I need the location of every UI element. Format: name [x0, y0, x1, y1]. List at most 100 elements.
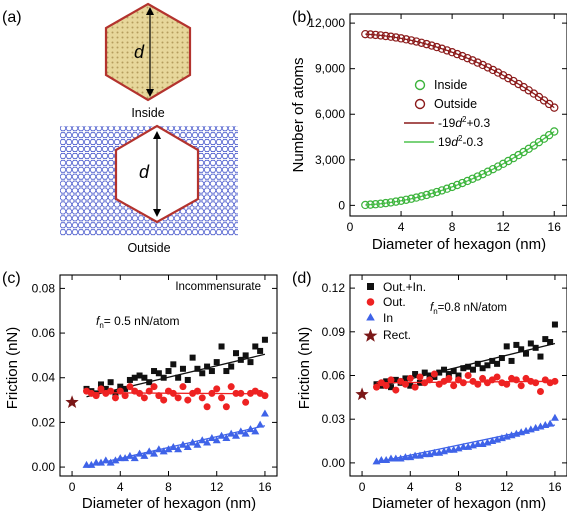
outside-d-label: d	[139, 162, 150, 182]
panel-c-ytick-label: 0.02	[32, 415, 56, 429]
panel-b-ytick-label: 6,000	[315, 107, 345, 121]
legend-inside-label: Inside	[434, 78, 467, 92]
panel-c-out-point	[208, 389, 216, 397]
outside-point	[396, 34, 406, 43]
panel-d-xtick-label: 16	[548, 480, 562, 494]
inside-point	[473, 172, 482, 181]
panel-c-out-point	[179, 383, 187, 391]
panel-c-ytick-label: 0.08	[32, 281, 56, 295]
panel-c-outin-point	[261, 336, 268, 343]
panel-c-outin-point	[252, 343, 259, 350]
panel-d-outin-point	[498, 355, 505, 362]
panel-c-in-point	[183, 442, 192, 450]
outside-point	[447, 48, 457, 57]
panel-c-outin-point	[102, 385, 109, 392]
panel-d-outin-point	[426, 372, 433, 379]
outside-point	[458, 51, 467, 61]
panel-c-out-point	[126, 383, 134, 391]
panel-d-out-point	[512, 376, 520, 384]
inside-point	[386, 198, 396, 207]
panel-c-out-point	[242, 398, 250, 406]
inside-point	[493, 162, 503, 171]
outside-point	[432, 42, 441, 52]
panel-a: (a) d Inside d Outside	[2, 2, 238, 255]
legend-outin-label: Out.+In.	[383, 280, 426, 294]
panel-c-in-point	[101, 456, 110, 464]
inside-hexagon: d	[104, 2, 192, 102]
inside-point	[458, 178, 467, 188]
outside-fit-line	[365, 33, 555, 109]
panel-c-outin-point	[146, 379, 153, 386]
panel-b-xtick-label: 8	[449, 220, 456, 234]
panel-c-outin-point	[107, 379, 114, 386]
panel-c-in-point	[154, 445, 163, 453]
panel-c-xtick-label: 12	[210, 480, 224, 494]
panel-c-outin-point	[141, 374, 148, 381]
legend-rect-label: Rect.	[383, 328, 411, 342]
panel-c-in-point	[111, 456, 120, 464]
panel-d-outin-point	[392, 376, 399, 383]
panel-d-outin-point	[465, 363, 472, 370]
panel-d-ytick-label: 0.09	[322, 325, 346, 339]
panel-d-out-point	[445, 374, 453, 382]
legend-outside-label: Outside	[434, 97, 477, 111]
outside-point	[488, 65, 498, 75]
panel-d-outin-point	[469, 366, 476, 373]
panel-c-in-point	[106, 458, 115, 466]
panel-b-xtick-label: 4	[398, 220, 405, 234]
inside-point	[453, 180, 462, 190]
panel-c-outin-point	[184, 376, 191, 383]
panel-c-out-point	[169, 389, 177, 397]
outside-point	[386, 32, 396, 41]
panel-c-in-point	[174, 445, 183, 453]
outside-point	[493, 68, 503, 77]
panel-d-xtick-label: 0	[359, 480, 366, 494]
panel-c-in-point	[125, 451, 134, 459]
panel-d-outin-point	[503, 343, 510, 350]
panel-c-out-point	[218, 394, 226, 402]
inside-point	[361, 200, 370, 210]
panel-d-out-point	[474, 380, 482, 388]
panel-c-outin-point	[204, 363, 211, 370]
panel-c-in-point	[198, 436, 207, 444]
panel-b-ytick-label: 0	[338, 198, 345, 212]
panel-c-in-point	[178, 440, 187, 448]
panel-b: (b) 0 4 8 12 16 0 3,000 6,000 9,000 12,000 Number…	[290, 9, 567, 253]
panel-d-outin-point	[383, 378, 390, 385]
inside-point	[371, 200, 380, 209]
panel-c-in-point	[96, 458, 105, 466]
inside-point	[391, 197, 401, 206]
inside-label: Inside	[131, 106, 164, 120]
panel-b-plot-frame	[349, 13, 567, 217]
legend-in-marker	[366, 313, 375, 321]
panel-c-out-point	[198, 394, 206, 402]
inside-point	[417, 192, 426, 201]
panel-d-out-point	[459, 379, 467, 387]
outside-lattice: d	[60, 124, 238, 236]
panel-c-fn-label: fn= 0.5 nN/atom	[96, 314, 180, 330]
panel-b-ytick-label: 9,000	[315, 62, 345, 76]
panel-c-outin-point	[97, 381, 104, 388]
panel-d-xtick-label: 8	[455, 480, 462, 494]
panel-c-outin-point	[223, 368, 230, 375]
legend-rect-marker	[363, 328, 378, 342]
panel-d-out-point	[416, 373, 424, 381]
panel-c-xtick-label: 16	[258, 480, 272, 494]
panel-d-outin-point	[407, 382, 414, 389]
panel-d-outin-point	[551, 321, 558, 328]
outside-point	[376, 31, 385, 40]
panel-d-outin-point	[523, 350, 530, 357]
panel-c-outin-point	[233, 350, 240, 357]
panel-c-out-point	[150, 383, 158, 391]
panel-d-out-point	[464, 372, 472, 379]
panel-c-ytick-label: 0.06	[32, 326, 56, 340]
panel-d-outin-point	[513, 341, 520, 348]
outside-point	[366, 30, 375, 39]
panel-c-outin-point	[155, 370, 162, 377]
panel-c-outin-point	[170, 361, 177, 368]
panel-c-outin-point	[242, 352, 249, 359]
inside-point	[468, 174, 477, 183]
panel-d-out-point	[493, 373, 501, 381]
panel-d-out-point	[373, 383, 381, 391]
inside-point	[488, 164, 498, 174]
